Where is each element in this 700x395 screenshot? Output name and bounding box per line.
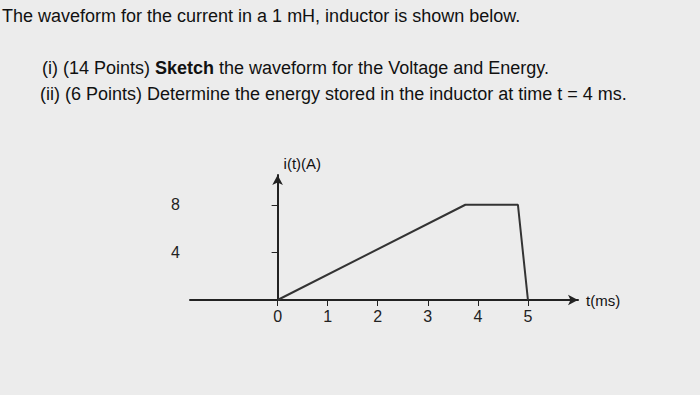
svg-text:t(ms): t(ms) [586,292,620,309]
html-text:The waveform for the current i: The waveform for the current in a 1 mH, … [2,6,521,26]
svg-text:1: 1 [323,308,332,325]
svg-text:8: 8 [171,196,180,213]
html-text:(i) (14 Points) Sketch the wav: (i) (14 Points) Sketch the waveform for … [42,58,549,78]
svg-text:2: 2 [373,308,382,325]
svg-text:3: 3 [423,308,432,325]
svg-text:i(t)(A): i(t)(A) [284,155,322,172]
svg-text:4: 4 [473,308,482,325]
svg-text:5: 5 [523,308,532,325]
svg-text:4: 4 [171,244,180,261]
svg-text:0: 0 [273,308,282,325]
html-text:(ii) (6 Points) Determine the: (ii) (6 Points) Determine the energy sto… [40,84,627,104]
